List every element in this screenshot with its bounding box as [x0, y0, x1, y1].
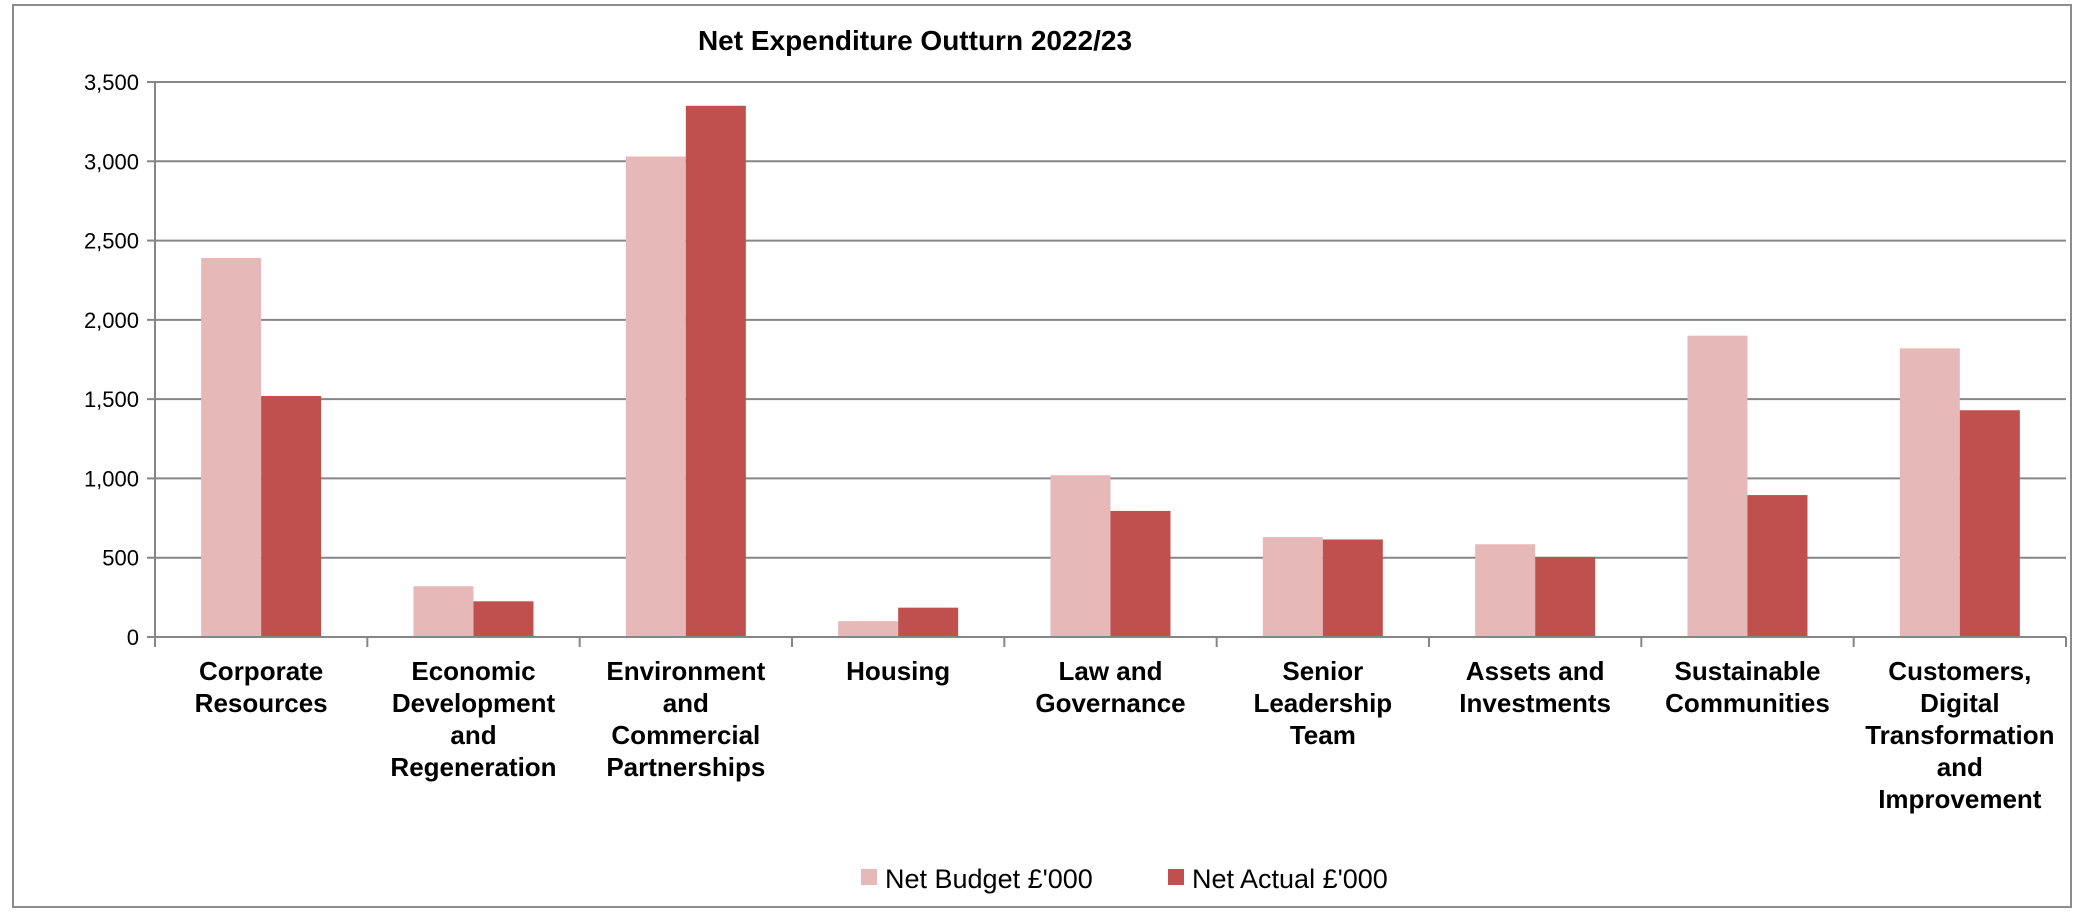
- category-label-line: Housing: [846, 656, 950, 686]
- category-label-line: and: [663, 688, 709, 718]
- category-label-line: Assets and: [1466, 656, 1605, 686]
- category-label-line: Law and: [1058, 656, 1162, 686]
- category-label: Customers, Digital Transformation and Improv…: [1865, 656, 2054, 814]
- category-label-line: Senior: [1282, 656, 1363, 686]
- legend-swatch: [861, 869, 877, 885]
- category-label: Law and Governance: [1035, 656, 1185, 718]
- y-tick-label: 1,000: [84, 466, 139, 491]
- y-tick-label: 2,500: [84, 229, 139, 254]
- bar-actual: [1959, 410, 2020, 637]
- category-label-line: Partnerships: [606, 752, 765, 782]
- bars: [201, 105, 2020, 638]
- category-label-line: Commercial: [611, 720, 760, 750]
- category-label-line: Transformation: [1865, 720, 2054, 750]
- bar-actual: [261, 395, 322, 637]
- category-label-line: Corporate: [199, 656, 323, 686]
- category-label: Environment and Commercial Partnerships: [606, 656, 765, 782]
- category-label-line: Governance: [1035, 688, 1185, 718]
- category-label-line: Investments: [1459, 688, 1611, 718]
- category-label-line: Communities: [1665, 688, 1830, 718]
- y-axis-ticks: 0 500 1,000 1,500 2,000 2,500 3,000 3,500: [84, 70, 155, 650]
- bar-budget: [1687, 335, 1748, 637]
- category-label-line: Environment: [606, 656, 765, 686]
- category-label: Economic Development and Regeneration: [390, 656, 556, 782]
- bar-actual: [473, 601, 534, 637]
- legend-label: Net Actual £'000: [1192, 864, 1388, 894]
- bar-actual: [685, 105, 746, 638]
- category-label-line: Team: [1290, 720, 1356, 750]
- category-label-line: Customers,: [1888, 656, 2031, 686]
- y-tick-label: 3,000: [84, 149, 139, 174]
- category-label-line: Improvement: [1878, 784, 2042, 814]
- bar-actual: [1747, 495, 1808, 637]
- bar-actual: [898, 607, 959, 637]
- chart-title: Net Expenditure Outturn 2022/23: [698, 25, 1132, 56]
- axes: [154, 82, 2067, 647]
- category-label-line: Leadership: [1253, 688, 1392, 718]
- category-label-line: Resources: [195, 688, 328, 718]
- bar-budget: [1899, 348, 1960, 637]
- category-label-line: Sustainable: [1675, 656, 1821, 686]
- y-tick-label: 500: [102, 546, 139, 571]
- y-tick-label: 1,500: [84, 387, 139, 412]
- category-label-line: Economic: [411, 656, 535, 686]
- bar-budget: [1475, 544, 1536, 637]
- bar-actual: [1322, 539, 1383, 637]
- bar-budget: [838, 621, 899, 637]
- bar-budget: [201, 258, 262, 637]
- y-tick-label: 2,000: [84, 308, 139, 333]
- category-label-line: Digital: [1920, 688, 1999, 718]
- category-label-line: and: [1937, 752, 1983, 782]
- legend-swatch: [1168, 869, 1184, 885]
- bar-budget: [625, 156, 686, 637]
- category-label: Sustainable Communities: [1665, 656, 1830, 718]
- category-label-line: Development: [392, 688, 556, 718]
- legend-label: Net Budget £'000: [885, 864, 1093, 894]
- category-label: Housing: [846, 656, 950, 686]
- y-tick-label: 0: [127, 625, 139, 650]
- bar-budget: [413, 586, 474, 637]
- legend: Net Budget £'000 Net Actual £'000: [861, 864, 1388, 894]
- bar-actual: [1110, 510, 1171, 637]
- category-label: Senior Leadership Team: [1253, 656, 1392, 750]
- category-label: Assets and Investments: [1459, 656, 1611, 718]
- category-label-line: Regeneration: [390, 752, 556, 782]
- category-label: Corporate Resources: [195, 656, 328, 718]
- bar-actual: [1535, 556, 1596, 637]
- bar-budget: [1050, 475, 1111, 637]
- category-label-line: and: [450, 720, 496, 750]
- bar-budget: [1262, 537, 1323, 637]
- y-tick-label: 3,500: [84, 70, 139, 95]
- chart-frame: [12, 4, 2072, 908]
